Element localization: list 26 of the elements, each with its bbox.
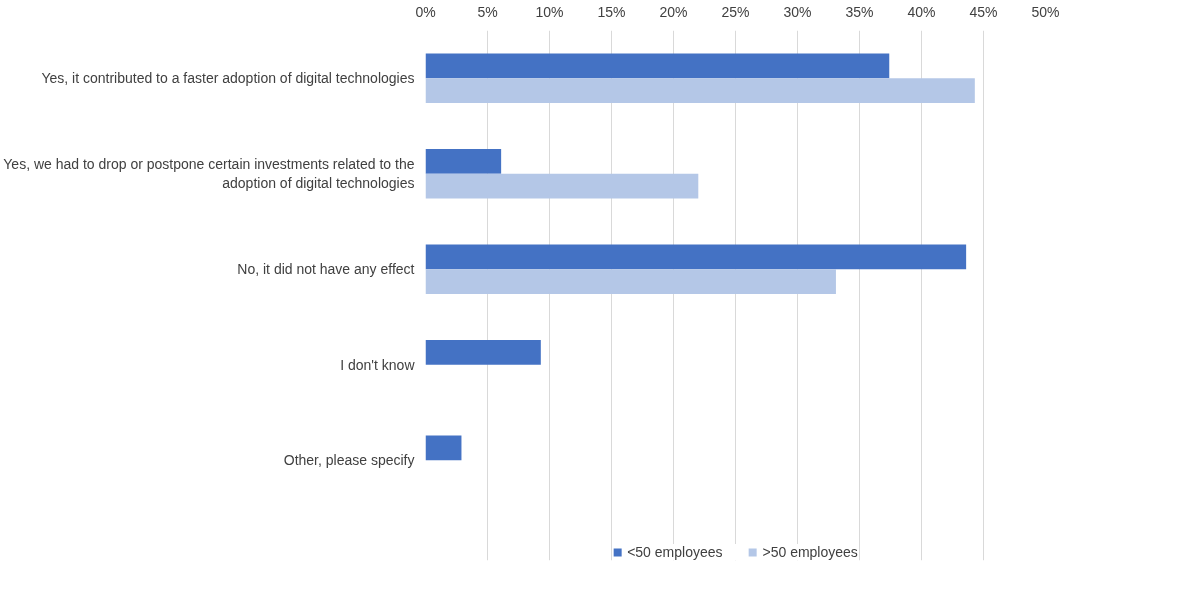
bar bbox=[425, 173, 699, 199]
bar bbox=[425, 53, 890, 79]
bar bbox=[425, 339, 541, 365]
bar bbox=[425, 244, 967, 270]
x-tick-label: 30% bbox=[783, 3, 812, 20]
bar bbox=[425, 435, 462, 461]
y-tick-label: Yes, it contributed to a faster adoption of digital technologies bbox=[41, 70, 415, 87]
y-tick-label: Other, please specify bbox=[283, 452, 415, 469]
y-tick-label: I don't know bbox=[340, 356, 416, 373]
y-tick-label: No, it did not have any effect bbox=[237, 261, 415, 278]
bar bbox=[425, 269, 836, 295]
x-tick-label: 0% bbox=[415, 3, 436, 20]
x-tick-label: 25% bbox=[721, 3, 750, 20]
y-tick-label: Yes, we had to drop or postpone certain investments related to the adoption of digital technologies bbox=[3, 156, 415, 192]
bar bbox=[425, 148, 502, 174]
x-tick-label: 40% bbox=[907, 3, 936, 20]
x-tick-label: 15% bbox=[597, 3, 626, 20]
legend-label: >50 employees bbox=[762, 544, 858, 560]
x-tick-label: 35% bbox=[845, 3, 874, 20]
bar bbox=[425, 78, 975, 104]
x-tick-label: 45% bbox=[969, 3, 998, 20]
x-tick-label: 10% bbox=[535, 3, 564, 20]
legend-label: <50 employees bbox=[627, 544, 723, 560]
x-tick-label: 5% bbox=[477, 3, 498, 20]
x-tick-label: 50% bbox=[1031, 3, 1060, 20]
x-tick-label: 20% bbox=[659, 3, 688, 20]
